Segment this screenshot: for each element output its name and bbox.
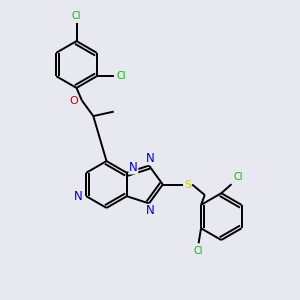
Text: N: N: [146, 152, 155, 165]
Text: Cl: Cl: [234, 172, 243, 182]
Text: Cl: Cl: [72, 11, 81, 21]
Text: N: N: [146, 204, 155, 218]
Text: S: S: [184, 179, 191, 190]
Text: N: N: [74, 190, 82, 203]
Text: O: O: [69, 95, 78, 106]
Text: Cl: Cl: [117, 71, 126, 81]
Text: Cl: Cl: [194, 246, 203, 256]
Text: N: N: [129, 161, 138, 174]
